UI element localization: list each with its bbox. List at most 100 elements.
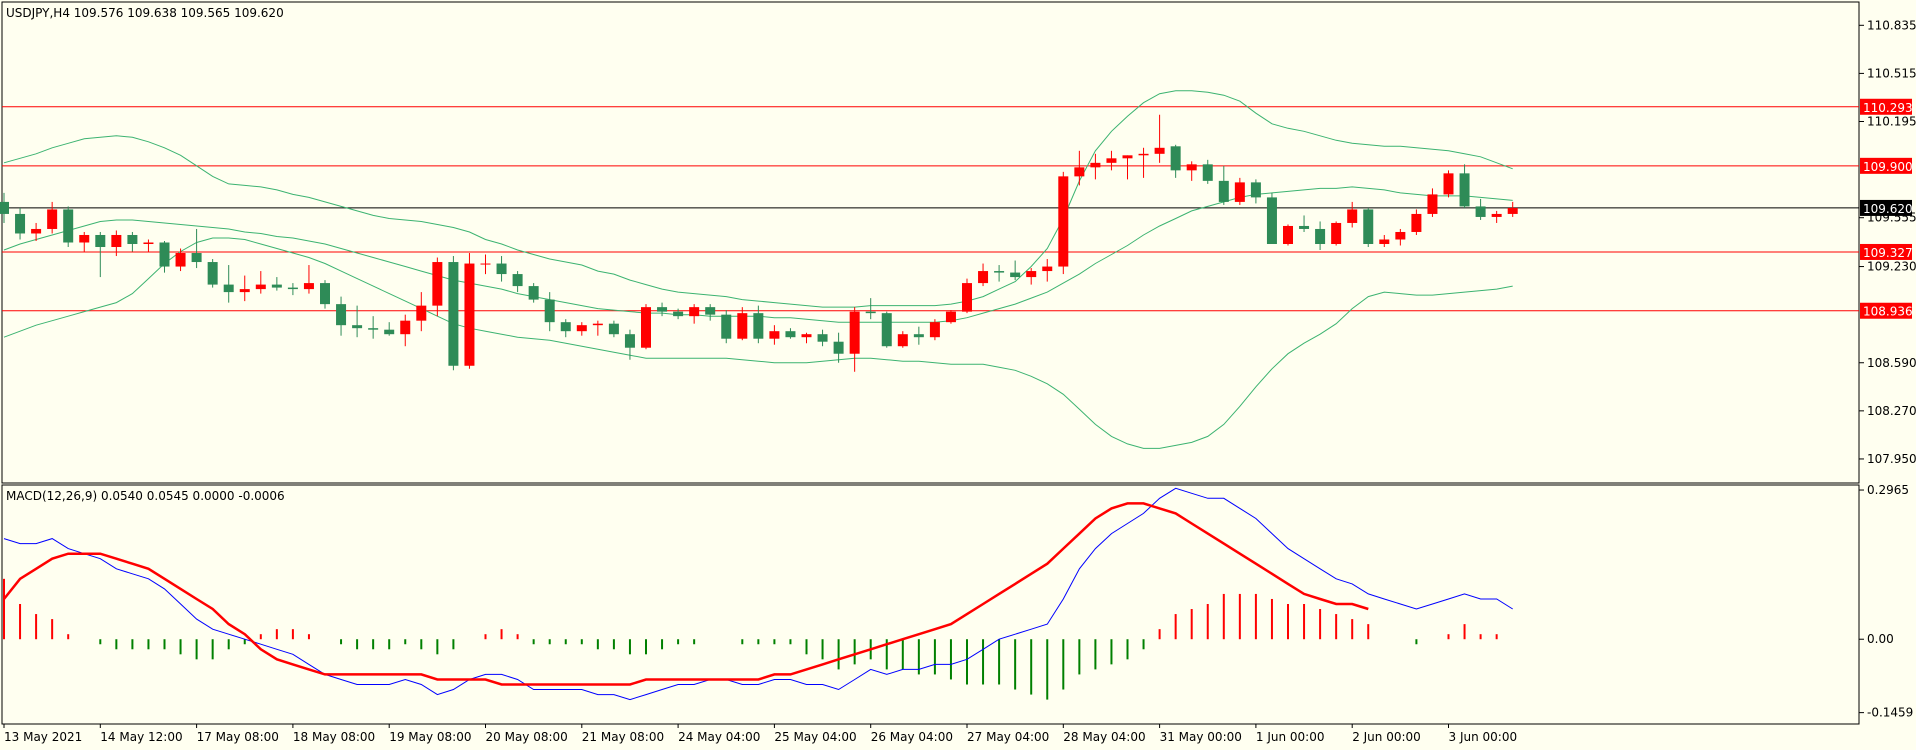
candle-body bbox=[1154, 147, 1165, 154]
candle-body bbox=[721, 314, 732, 339]
candle-body bbox=[1491, 213, 1502, 217]
candle-body bbox=[849, 311, 860, 354]
candle-body bbox=[801, 334, 812, 338]
candle-body bbox=[753, 313, 764, 339]
level-label: 109.327 bbox=[1863, 246, 1913, 260]
candle-body bbox=[448, 262, 459, 366]
candle-body bbox=[1202, 164, 1213, 181]
candle-body bbox=[1026, 271, 1037, 278]
candle-body bbox=[1106, 158, 1117, 163]
candle-body bbox=[1475, 206, 1486, 217]
candle-body bbox=[945, 311, 956, 323]
candle-body bbox=[689, 307, 700, 317]
candle-body bbox=[576, 325, 587, 332]
candle-body bbox=[63, 209, 74, 243]
level-label-box bbox=[1860, 243, 1912, 260]
level-label-box bbox=[1860, 98, 1912, 115]
y-tick-label: 110.835 bbox=[1867, 18, 1916, 32]
macd-signal-line bbox=[3, 502, 1369, 686]
macd-y-tick-label: 0.2965 bbox=[1867, 483, 1909, 497]
candle-body bbox=[817, 334, 828, 342]
candle-body bbox=[31, 228, 42, 234]
candle-body bbox=[1283, 225, 1293, 245]
candle-body bbox=[400, 320, 411, 335]
candle-body bbox=[111, 234, 122, 248]
candle-body bbox=[1266, 197, 1277, 245]
candle-body bbox=[1443, 173, 1454, 195]
level-label: 108.936 bbox=[1863, 305, 1913, 319]
candle-body bbox=[95, 234, 106, 248]
macd-panel-frame bbox=[1, 484, 1860, 725]
y-tick-label: 108.270 bbox=[1867, 404, 1916, 418]
candle-body bbox=[929, 322, 940, 338]
x-tick-label: 28 May 04:00 bbox=[1063, 730, 1145, 744]
level-label: 110.293 bbox=[1863, 101, 1913, 115]
candle-body bbox=[1234, 182, 1245, 202]
level-label: 109.620 bbox=[1863, 202, 1913, 216]
candle-body bbox=[624, 334, 635, 348]
candle-body bbox=[1395, 231, 1406, 240]
macd-y-tick-label: 0.00 bbox=[1867, 632, 1894, 646]
y-tick-label: 107.950 bbox=[1867, 452, 1916, 466]
candle-body bbox=[1299, 225, 1310, 229]
candle-body bbox=[320, 283, 330, 305]
candle-body bbox=[143, 242, 154, 245]
candle-body bbox=[127, 234, 138, 245]
candle-body bbox=[705, 307, 716, 315]
candle-body bbox=[881, 313, 892, 347]
candle-body bbox=[1170, 146, 1181, 171]
candle-body bbox=[544, 299, 555, 323]
candle-body bbox=[673, 311, 684, 317]
macd-y-tick-label: -0.1459 bbox=[1867, 706, 1913, 720]
x-tick-label: 17 May 08:00 bbox=[197, 730, 279, 744]
candle-body bbox=[1379, 239, 1390, 245]
candle-body bbox=[1411, 213, 1422, 232]
x-tick-label: 2 Jun 00:00 bbox=[1352, 730, 1421, 744]
x-tick-label: 25 May 04:00 bbox=[774, 730, 856, 744]
candle-body bbox=[897, 334, 908, 347]
candle-body bbox=[1090, 162, 1101, 168]
bollinger-upper-line bbox=[3, 90, 1513, 308]
bollinger-lower-line bbox=[3, 237, 1513, 449]
candle-body bbox=[913, 334, 924, 338]
candle-body bbox=[1363, 209, 1374, 245]
level-label-box bbox=[1860, 302, 1912, 319]
candle-body bbox=[1218, 180, 1229, 202]
candle-body bbox=[287, 287, 298, 290]
candle-body bbox=[1427, 194, 1438, 214]
candle-body bbox=[1138, 153, 1149, 156]
y-tick-label: 110.515 bbox=[1867, 66, 1916, 80]
candle-body bbox=[608, 323, 619, 335]
candle-body bbox=[480, 263, 491, 265]
x-tick-label: 20 May 08:00 bbox=[486, 730, 568, 744]
candle-body bbox=[1122, 155, 1133, 159]
level-label-box bbox=[1860, 157, 1912, 174]
candle-body bbox=[528, 286, 539, 300]
x-tick-label: 18 May 08:00 bbox=[293, 730, 375, 744]
candle-body bbox=[15, 213, 26, 234]
candle-body bbox=[785, 331, 796, 338]
x-tick-label: 1 Jun 00:00 bbox=[1256, 730, 1325, 744]
candle-body bbox=[336, 304, 347, 326]
candle-body bbox=[496, 263, 507, 275]
x-tick-label: 3 Jun 00:00 bbox=[1449, 730, 1518, 744]
candle-body bbox=[416, 305, 427, 321]
candle-body bbox=[1074, 167, 1085, 177]
level-label-box bbox=[1860, 199, 1912, 216]
candle-body bbox=[1459, 173, 1470, 207]
candle-body bbox=[994, 271, 1005, 273]
candle-body bbox=[592, 323, 603, 326]
candle-body bbox=[47, 209, 58, 229]
y-tick-label: 109.230 bbox=[1867, 260, 1916, 274]
y-tick-label: 110.195 bbox=[1867, 114, 1916, 128]
candle-body bbox=[962, 283, 972, 312]
candle-body bbox=[657, 307, 668, 312]
candle-body bbox=[978, 271, 989, 284]
x-tick-label: 26 May 04:00 bbox=[871, 730, 953, 744]
candle-body bbox=[1347, 209, 1358, 223]
candle-body bbox=[175, 253, 186, 267]
macd-line bbox=[3, 487, 1513, 701]
candle-body bbox=[1250, 182, 1261, 198]
